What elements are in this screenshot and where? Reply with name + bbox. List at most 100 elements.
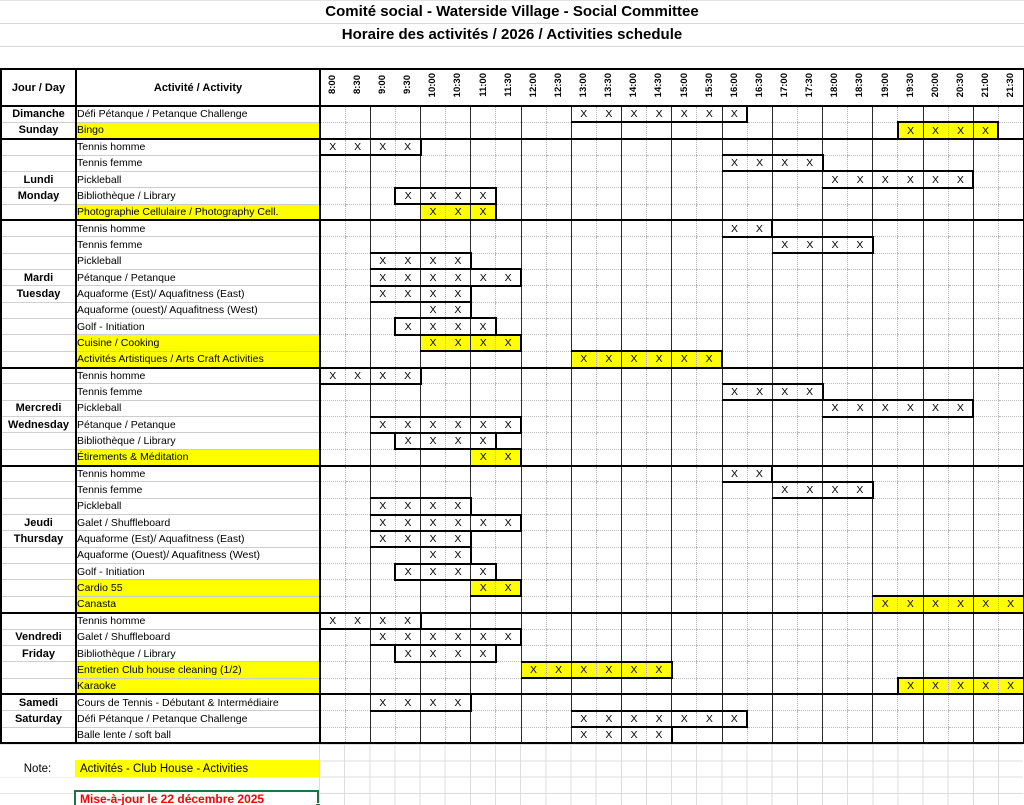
- slot-empty-8:30[interactable]: [344, 122, 371, 140]
- slot-marked-13:30[interactable]: X: [595, 709, 622, 729]
- slot-empty-18:30[interactable]: [847, 351, 873, 369]
- slot-empty-15:30[interactable]: [696, 220, 722, 238]
- slot-empty-17:00[interactable]: [771, 253, 798, 270]
- slot-marked-18:30[interactable]: X: [847, 399, 873, 418]
- slot-empty-18:30[interactable]: [847, 514, 873, 532]
- slot-empty-20:00[interactable]: [922, 481, 949, 499]
- slot-marked-11:30[interactable]: X: [495, 627, 523, 647]
- day-label-en[interactable]: Sunday: [1, 122, 77, 140]
- slot-empty-14:00[interactable]: [620, 383, 647, 401]
- slot-empty-15:00[interactable]: [671, 416, 697, 434]
- slot-empty-12:00[interactable]: [520, 416, 547, 434]
- slot-empty-13:00[interactable]: [570, 236, 597, 254]
- slot-empty-20:30[interactable]: [947, 727, 974, 745]
- slot-marked-16:00[interactable]: X: [721, 154, 748, 173]
- activity-label[interactable]: Aquaforme (Ouest)/ Aquafitness (West): [76, 547, 321, 565]
- slot-empty-9:00[interactable]: [369, 236, 396, 254]
- slot-empty-15:00[interactable]: [671, 155, 697, 172]
- slot-empty-14:30[interactable]: [646, 465, 672, 483]
- day-label-en[interactable]: Friday: [1, 645, 77, 663]
- slot-marked-13:00[interactable]: X: [570, 709, 597, 729]
- slot-empty-14:00[interactable]: [620, 187, 647, 205]
- slot-empty-19:30[interactable]: [897, 318, 923, 336]
- slot-empty-9:00[interactable]: [369, 171, 396, 189]
- slot-empty-11:30[interactable]: [495, 481, 521, 499]
- slot-empty-9:00[interactable]: [369, 302, 396, 319]
- slot-empty-13:30[interactable]: [595, 187, 622, 205]
- slot-empty-19:00[interactable]: [872, 612, 898, 630]
- slot-marked-10:30[interactable]: X: [445, 333, 471, 353]
- slot-empty-8:00[interactable]: [319, 236, 346, 254]
- slot-empty-15:30[interactable]: [696, 253, 722, 270]
- slot-empty-21:30[interactable]: [997, 498, 1024, 516]
- slot-marked-17:00[interactable]: X: [771, 235, 798, 255]
- slot-empty-17:30[interactable]: [796, 351, 823, 369]
- slot-empty-14:00[interactable]: [620, 400, 647, 418]
- slot-empty-13:00[interactable]: [570, 171, 597, 189]
- slot-empty-14:00[interactable]: [620, 155, 647, 172]
- slot-empty-11:00[interactable]: [470, 596, 496, 614]
- slot-empty-17:00[interactable]: [771, 318, 798, 336]
- slot-marked-9:30[interactable]: X: [394, 513, 421, 532]
- slot-empty-18:00[interactable]: [821, 106, 848, 123]
- slot-empty-16:30[interactable]: [746, 629, 773, 646]
- activity-label[interactable]: Tennis femme: [76, 236, 321, 254]
- slot-empty-17:30[interactable]: [796, 432, 823, 450]
- slot-empty-8:30[interactable]: [344, 498, 371, 516]
- slot-marked-20:00[interactable]: X: [922, 595, 949, 614]
- slot-empty-18:00[interactable]: [821, 596, 848, 614]
- day-cell-empty[interactable]: [1, 563, 77, 581]
- activity-label[interactable]: Tennis femme: [76, 383, 321, 401]
- activity-label[interactable]: Aquaforme (ouest)/ Aquafitness (West): [76, 302, 321, 319]
- day-label-fr[interactable]: Lundi: [1, 171, 77, 189]
- slot-empty-10:30[interactable]: [445, 449, 471, 467]
- slot-marked-19:30[interactable]: X: [897, 170, 923, 189]
- slot-empty-15:30[interactable]: [696, 579, 722, 597]
- slot-marked-14:30[interactable]: X: [646, 104, 672, 124]
- slot-empty-14:00[interactable]: [620, 432, 647, 450]
- slot-empty-15:30[interactable]: [696, 187, 722, 205]
- slot-empty-15:00[interactable]: [671, 187, 697, 205]
- slot-empty-19:30[interactable]: [897, 579, 923, 597]
- slot-marked-10:00[interactable]: X: [419, 644, 446, 663]
- slot-marked-9:00[interactable]: X: [369, 268, 396, 287]
- slot-marked-13:30[interactable]: X: [595, 726, 622, 745]
- slot-marked-16:30[interactable]: X: [746, 219, 774, 238]
- activity-label[interactable]: Golf - Initiation: [76, 563, 321, 581]
- slot-empty-8:00[interactable]: [319, 645, 346, 663]
- slot-marked-10:30[interactable]: X: [445, 562, 471, 581]
- slot-empty-21:30[interactable]: [997, 727, 1024, 745]
- activity-label[interactable]: Bibliothèque / Library: [76, 432, 321, 450]
- slot-empty-10:30[interactable]: [445, 351, 471, 369]
- slot-empty-13:30[interactable]: [595, 579, 622, 597]
- slot-empty-15:00[interactable]: [671, 596, 697, 614]
- slot-empty-14:00[interactable]: [620, 285, 647, 303]
- slot-empty-21:00[interactable]: [972, 220, 999, 238]
- slot-empty-9:00[interactable]: [369, 645, 396, 663]
- slot-empty-13:30[interactable]: [595, 432, 622, 450]
- slot-marked-11:30[interactable]: X: [495, 268, 523, 287]
- slot-empty-15:00[interactable]: [671, 318, 697, 336]
- slot-empty-18:30[interactable]: [847, 416, 873, 434]
- slot-empty-17:30[interactable]: [796, 122, 823, 140]
- slot-empty-20:30[interactable]: [947, 710, 974, 728]
- slot-marked-19:30[interactable]: X: [896, 677, 923, 696]
- slot-marked-14:30[interactable]: X: [646, 350, 672, 369]
- slot-empty-11:30[interactable]: [495, 285, 521, 303]
- slot-empty-15:30[interactable]: [696, 334, 722, 352]
- day-label-en[interactable]: Tuesday: [1, 285, 77, 303]
- slot-empty-18:00[interactable]: [821, 351, 848, 369]
- slot-empty-15:00[interactable]: [671, 269, 697, 287]
- slot-empty-18:30[interactable]: [847, 334, 873, 352]
- slot-marked-10:00[interactable]: X: [419, 693, 446, 712]
- slot-empty-11:00[interactable]: [470, 351, 496, 369]
- slot-empty-9:00[interactable]: [369, 563, 396, 581]
- slot-empty-17:30[interactable]: [796, 596, 823, 614]
- slot-empty-21:00[interactable]: [972, 383, 999, 401]
- slot-empty-21:00[interactable]: [972, 171, 999, 189]
- activity-label[interactable]: Cuisine / Cooking: [76, 334, 321, 352]
- slot-empty-12:30[interactable]: [545, 498, 572, 516]
- slot-marked-20:30[interactable]: X: [947, 595, 974, 614]
- activity-label[interactable]: Étirements & Méditation: [76, 449, 321, 467]
- slot-empty-16:00[interactable]: [721, 645, 748, 663]
